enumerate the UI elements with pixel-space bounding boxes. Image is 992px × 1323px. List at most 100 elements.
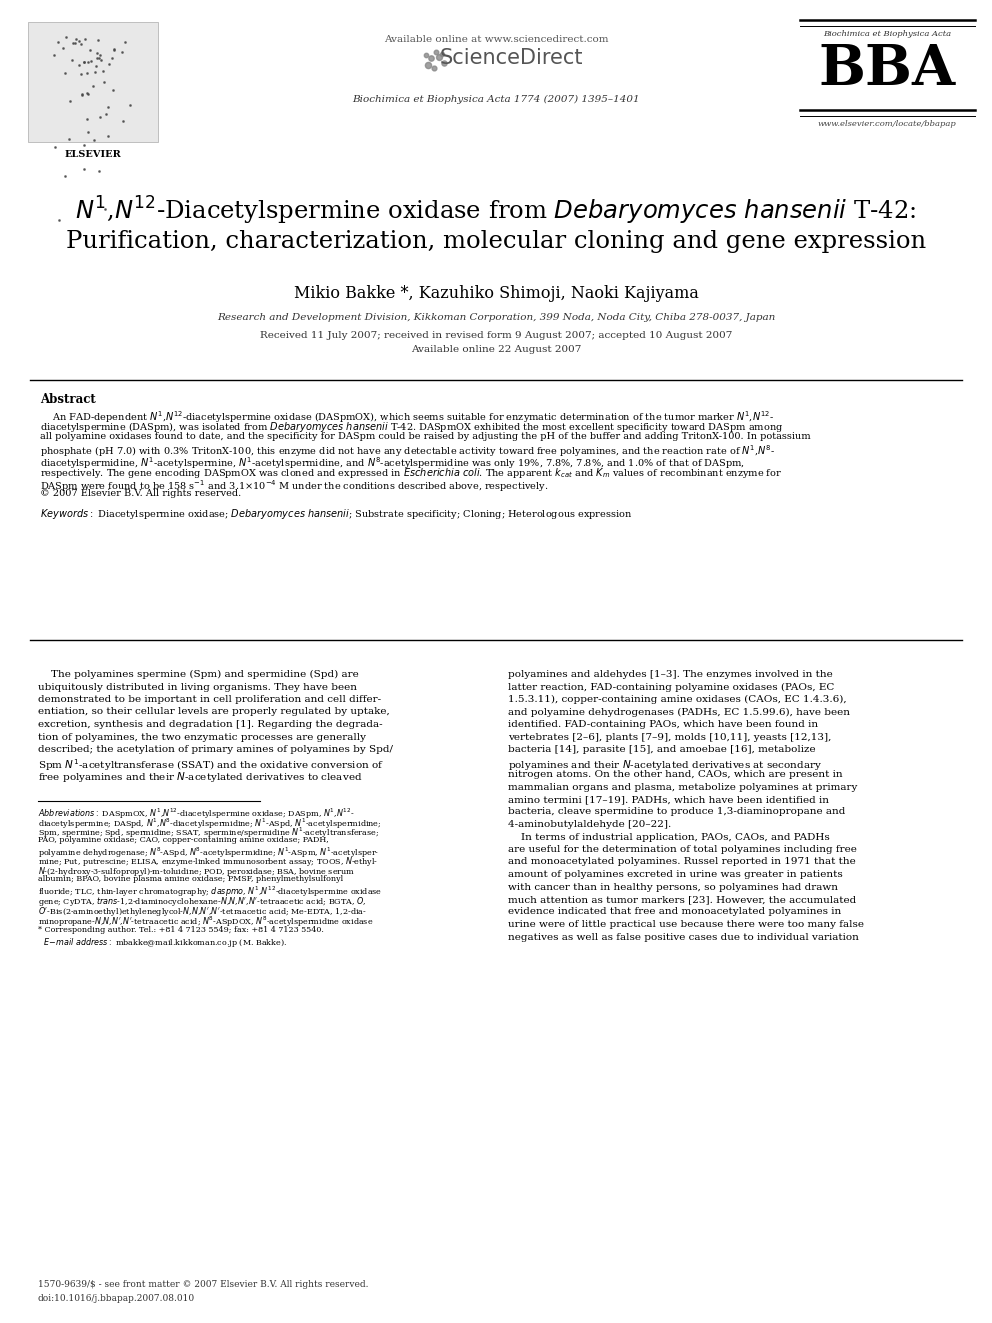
Point: [79, 108, 95, 130]
Text: amount of polyamines excreted in urine was greater in patients: amount of polyamines excreted in urine w…: [508, 871, 843, 878]
Text: An FAD-dependent $N^1$,$N^{12}$-diacetylspermine oxidase (DASpmOX), which seems : An FAD-dependent $N^1$,$N^{12}$-diacetyl…: [40, 409, 774, 425]
Text: mine; Put, putrescine; ELISA, enzyme-linked immunosorbent assay; TOOS, $N$-ethyl: mine; Put, putrescine; ELISA, enzyme-lin…: [38, 856, 378, 868]
Text: ScienceDirect: ScienceDirect: [439, 48, 582, 67]
Text: minopropane-$N$,$N$,$N'$,$N'$-tetraacetic acid; $N^8$-ASpDOX, $N^8$-acetylspermi: minopropane-$N$,$N$,$N'$,$N'$-tetraaceti…: [38, 914, 373, 929]
Text: 1570-9639/$ - see front matter © 2007 Elsevier B.V. All rights reserved.: 1570-9639/$ - see front matter © 2007 El…: [38, 1279, 368, 1289]
Point: [80, 52, 96, 73]
Text: * Corresponding author. Tel.: +81 4 7123 5549; fax: +81 4 7123 5540.: * Corresponding author. Tel.: +81 4 7123…: [38, 926, 323, 934]
Text: nitrogen atoms. On the other hand, CAOs, which are present in: nitrogen atoms. On the other hand, CAOs,…: [508, 770, 842, 779]
Point: [122, 94, 138, 115]
Point: [68, 29, 84, 50]
Text: Mikio Bakke *, Kazuhiko Shimoji, Naoki Kajiyama: Mikio Bakke *, Kazuhiko Shimoji, Naoki K…: [294, 284, 698, 302]
Point: [87, 62, 103, 83]
Text: 4-aminobutylaldehyde [20–22].: 4-aminobutylaldehyde [20–22].: [508, 820, 672, 830]
Text: much attention as tumor markers [23]. However, the accumulated: much attention as tumor markers [23]. Ho…: [508, 894, 856, 904]
Text: vertebrates [2–6], plants [7–9], molds [10,11], yeasts [12,13],: vertebrates [2–6], plants [7–9], molds […: [508, 733, 831, 741]
Point: [100, 97, 116, 118]
Text: and monoacetylated polyamines. Russel reported in 1971 that the: and monoacetylated polyamines. Russel re…: [508, 857, 856, 867]
Point: [56, 38, 71, 60]
Point: [434, 44, 450, 65]
Point: [73, 33, 89, 54]
Text: diacetylspermine; DASpd, $N^1$,$N^8$-diacetylspermidine; $N^1$-ASpd, $N^1$-acety: diacetylspermine; DASpd, $N^1$,$N^8$-dia…: [38, 816, 382, 831]
Point: [75, 52, 91, 73]
Point: [73, 64, 89, 85]
Point: [82, 40, 98, 61]
Point: [66, 33, 82, 54]
Text: free polyamines and their $N$-acetylated derivatives to cleaved: free polyamines and their $N$-acetylated…: [38, 770, 362, 785]
Text: 1.5.3.11), copper-containing amine oxidases (CAOs, EC 1.4.3.6),: 1.5.3.11), copper-containing amine oxida…: [508, 695, 846, 704]
Text: Purification, characterization, molecular cloning and gene expression: Purification, characterization, molecula…: [65, 230, 927, 253]
Text: Biochimica et Biophysica Acta: Biochimica et Biophysica Acta: [823, 30, 951, 38]
Text: excretion, synthesis and degradation [1]. Regarding the degrada-: excretion, synthesis and degradation [1]…: [38, 720, 383, 729]
Point: [432, 46, 447, 67]
Point: [46, 45, 62, 66]
Text: demonstrated to be important in cell proliferation and cell differ-: demonstrated to be important in cell pro…: [38, 695, 381, 704]
Text: Abstract: Abstract: [40, 393, 96, 406]
Text: latter reaction, FAD-containing polyamine oxidases (PAOs, EC: latter reaction, FAD-containing polyamin…: [508, 683, 834, 692]
Point: [61, 128, 76, 149]
Text: ELSEVIER: ELSEVIER: [64, 149, 121, 159]
Point: [64, 33, 80, 54]
Text: bacteria [14], parasite [15], and amoebae [16], metabolize: bacteria [14], parasite [15], and amoeba…: [508, 745, 815, 754]
Text: respectively. The gene encoding DASpmOX was cloned and expressed in $\it{Escheri: respectively. The gene encoding DASpmOX …: [40, 467, 782, 480]
Text: mammalian organs and plasma, metabolize polyamines at primary: mammalian organs and plasma, metabolize …: [508, 782, 857, 791]
Text: $N^1$,$N^{12}$-Diacetylspermine oxidase from $\it{Debaryomyces\ hansenii}$ T-42:: $N^1$,$N^{12}$-Diacetylspermine oxidase …: [75, 194, 917, 228]
Text: $\it{Abbreviations:}$ DASpmOX, $N^1$,$N^{12}$-diacetylspermine oxidase; DASpm, $: $\it{Abbreviations:}$ DASpmOX, $N^1$,$N^…: [38, 807, 354, 820]
Point: [51, 210, 66, 232]
Text: polyamines and aldehydes [1–3]. The enzymes involved in the: polyamines and aldehydes [1–3]. The enzy…: [508, 669, 832, 679]
Text: bacteria, cleave spermidine to produce 1,3-diaminopropane and: bacteria, cleave spermidine to produce 1…: [508, 807, 845, 816]
Point: [75, 52, 91, 73]
Point: [92, 45, 108, 66]
Point: [101, 54, 117, 75]
Point: [89, 48, 105, 69]
Point: [77, 28, 93, 49]
Text: The polyamines spermine (Spm) and spermidine (Spd) are: The polyamines spermine (Spm) and spermi…: [38, 669, 359, 679]
Text: www.elsevier.com/locate/bbapap: www.elsevier.com/locate/bbapap: [817, 120, 956, 128]
Point: [95, 60, 111, 81]
Text: Spm $N^1$-acetyltransferase (SSAT) and the oxidative conversion of: Spm $N^1$-acetyltransferase (SSAT) and t…: [38, 758, 384, 774]
Text: BBA: BBA: [818, 42, 955, 97]
Text: In terms of industrial application, PAOs, CAOs, and PADHs: In terms of industrial application, PAOs…: [508, 832, 829, 841]
Point: [75, 159, 91, 180]
Point: [79, 82, 95, 103]
Text: polyamine dehydrogenase; $N^8$-ASpd, $N^8$-acetylspermidine; $N^1$-ASpm, $N^1$-a: polyamine dehydrogenase; $N^8$-ASpd, $N^…: [38, 845, 379, 860]
Point: [79, 62, 95, 83]
Point: [429, 41, 444, 62]
Point: [106, 40, 122, 61]
Point: [86, 130, 102, 151]
Text: phosphate (pH 7.0) with 0.3% TritonX-100, this enzyme did not have any detectabl: phosphate (pH 7.0) with 0.3% TritonX-100…: [40, 443, 775, 459]
Point: [62, 90, 78, 111]
Point: [115, 110, 131, 131]
Point: [70, 54, 86, 75]
Point: [88, 56, 104, 77]
Point: [436, 53, 452, 74]
Text: are useful for the determination of total polyamines including free: are useful for the determination of tota…: [508, 845, 857, 855]
Text: entiation, so their cellular levels are properly regulated by uptake,: entiation, so their cellular levels are …: [38, 708, 390, 717]
Text: $\it{E\!-\!mail\ address:}$ mbakke@mail.kikkoman.co.jp (M. Bakke).: $\it{E\!-\!mail\ address:}$ mbakke@mail.…: [38, 937, 288, 949]
Point: [89, 42, 105, 64]
Point: [63, 49, 79, 70]
Point: [84, 75, 100, 97]
Text: urine were of little practical use because there were too many false: urine were of little practical use becau…: [508, 919, 864, 929]
Point: [82, 50, 98, 71]
Text: identified. FAD-containing PAOs, which have been found in: identified. FAD-containing PAOs, which h…: [508, 720, 818, 729]
Text: tion of polyamines, the two enzymatic processes are generally: tion of polyamines, the two enzymatic pr…: [38, 733, 366, 741]
Text: described; the acetylation of primary amines of polyamines by Spd/: described; the acetylation of primary am…: [38, 745, 393, 754]
Point: [47, 136, 62, 157]
Point: [97, 198, 113, 220]
Point: [75, 134, 91, 155]
Point: [96, 71, 112, 93]
Text: albumin; BPAO, bovine plasma amine oxidase; PMSF, phenylmethylsulfonyl: albumin; BPAO, bovine plasma amine oxida…: [38, 875, 343, 882]
Point: [427, 57, 442, 78]
Bar: [28, 22, 158, 142]
Point: [80, 122, 96, 143]
Text: $O'$-Bis(2-aminoethyl)ethyleneglycol-$N$,$N$,$N'$,$N'$-tetraacetic acid; Me-EDTA: $O'$-Bis(2-aminoethyl)ethyleneglycol-$N$…: [38, 905, 367, 917]
Point: [91, 160, 107, 181]
Text: © 2007 Elsevier B.V. All rights reserved.: © 2007 Elsevier B.V. All rights reserved…: [40, 490, 241, 499]
Text: negatives as well as false positive cases due to individual variation: negatives as well as false positive case…: [508, 933, 859, 942]
Point: [420, 54, 435, 75]
Text: Received 11 July 2007; received in revised form 9 August 2007; accepted 10 Augus: Received 11 July 2007; received in revis…: [260, 331, 732, 340]
Text: Spm, spermine; Spd, spermidine; SSAT, spermine/spermidine $N^1$-acetyltransferas: Spm, spermine; Spd, spermidine; SSAT, sp…: [38, 826, 379, 840]
Point: [98, 105, 114, 126]
Point: [100, 126, 116, 147]
